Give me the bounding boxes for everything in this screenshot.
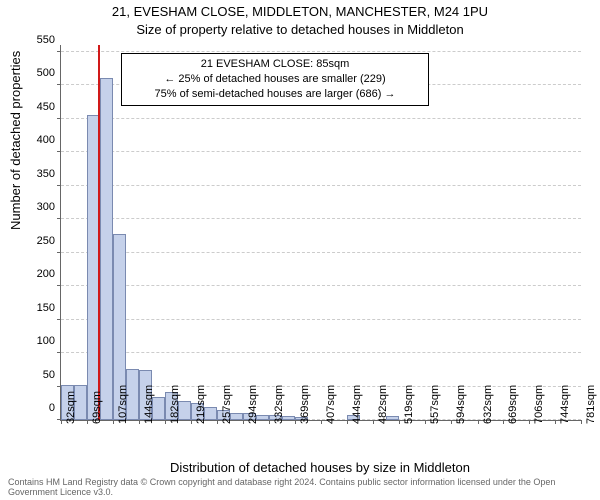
y-tick-mark [57, 118, 61, 119]
y-tick-mark [57, 51, 61, 52]
y-tick-label: 500 [37, 67, 55, 79]
x-tick-mark [139, 420, 140, 424]
annotation-line1: 21 EVESHAM CLOSE: 85sqm [130, 57, 420, 72]
gridline [61, 185, 581, 186]
x-tick-label: 69sqm [91, 391, 103, 424]
x-tick-mark [555, 420, 556, 424]
x-tick-label: 482sqm [377, 385, 389, 424]
y-tick-mark [57, 319, 61, 320]
x-tick-label: 632sqm [482, 385, 494, 424]
gridline [61, 218, 581, 219]
x-tick-label: 219sqm [195, 385, 207, 424]
y-tick-mark [57, 151, 61, 152]
x-tick-mark [529, 420, 530, 424]
x-tick-mark [61, 420, 62, 424]
x-tick-label: 594sqm [455, 385, 467, 424]
y-tick-mark [57, 185, 61, 186]
y-tick-label: 250 [37, 235, 55, 247]
y-tick-label: 100 [37, 335, 55, 347]
y-tick-mark [57, 252, 61, 253]
x-tick-mark [113, 420, 114, 424]
y-tick-mark [57, 352, 61, 353]
gridline [61, 51, 581, 52]
y-tick-label: 50 [43, 369, 55, 381]
y-tick-label: 150 [37, 302, 55, 314]
x-tick-mark [269, 420, 270, 424]
x-axis-label: Distribution of detached houses by size … [60, 460, 580, 475]
y-tick-label: 400 [37, 134, 55, 146]
y-tick-label: 300 [37, 201, 55, 213]
x-tick-label: 332sqm [273, 385, 285, 424]
x-tick-label: 257sqm [221, 385, 233, 424]
y-tick-label: 0 [49, 402, 55, 414]
x-tick-label: 32sqm [65, 391, 77, 424]
gridline [61, 252, 581, 253]
x-tick-mark [321, 420, 322, 424]
y-tick-label: 200 [37, 268, 55, 280]
x-tick-mark [478, 420, 479, 424]
x-tick-mark [165, 420, 166, 424]
gridline [61, 319, 581, 320]
chart-subtitle: Size of property relative to detached ho… [0, 22, 600, 37]
x-tick-mark [503, 420, 504, 424]
x-tick-label: 182sqm [169, 385, 181, 424]
x-tick-label: 669sqm [507, 385, 519, 424]
x-tick-mark [347, 420, 348, 424]
x-tick-label: 369sqm [299, 385, 311, 424]
x-tick-mark [191, 420, 192, 424]
y-tick-label: 350 [37, 168, 55, 180]
x-tick-mark [581, 420, 582, 424]
y-tick-mark [57, 285, 61, 286]
y-tick-mark [57, 84, 61, 85]
y-tick-label: 550 [37, 34, 55, 46]
x-tick-mark [295, 420, 296, 424]
chart-title-line1: 21, EVESHAM CLOSE, MIDDLETON, MANCHESTER… [0, 4, 600, 19]
x-tick-label: 407sqm [325, 385, 337, 424]
x-tick-label: 781sqm [585, 385, 597, 424]
gridline [61, 151, 581, 152]
x-tick-label: 144sqm [143, 385, 155, 424]
plot-area: 05010015020025030035040045050055032sqm69… [60, 45, 581, 421]
gridline [61, 352, 581, 353]
x-tick-label: 294sqm [247, 385, 259, 424]
x-tick-label: 519sqm [403, 385, 415, 424]
x-tick-label: 557sqm [429, 385, 441, 424]
y-tick-mark [57, 218, 61, 219]
footer-attribution: Contains HM Land Registry data © Crown c… [8, 477, 600, 497]
x-tick-mark [425, 420, 426, 424]
x-tick-mark [451, 420, 452, 424]
gridline [61, 285, 581, 286]
annotation-box: 21 EVESHAM CLOSE: 85sqm← 25% of detached… [121, 53, 429, 106]
annotation-line2: ← 25% of detached houses are smaller (22… [130, 72, 420, 87]
x-tick-label: 706sqm [533, 385, 545, 424]
x-tick-mark [217, 420, 218, 424]
annotation-line3: 75% of semi-detached houses are larger (… [130, 87, 420, 102]
x-tick-label: 107sqm [117, 385, 129, 424]
y-axis-label: Number of detached properties [8, 51, 23, 230]
property-marker-line [98, 45, 100, 420]
x-tick-mark [399, 420, 400, 424]
x-tick-label: 744sqm [559, 385, 571, 424]
gridline [61, 118, 581, 119]
histogram-bar [100, 78, 113, 420]
x-tick-mark [87, 420, 88, 424]
x-tick-mark [243, 420, 244, 424]
y-tick-label: 450 [37, 101, 55, 113]
x-tick-label: 444sqm [351, 385, 363, 424]
x-tick-mark [373, 420, 374, 424]
